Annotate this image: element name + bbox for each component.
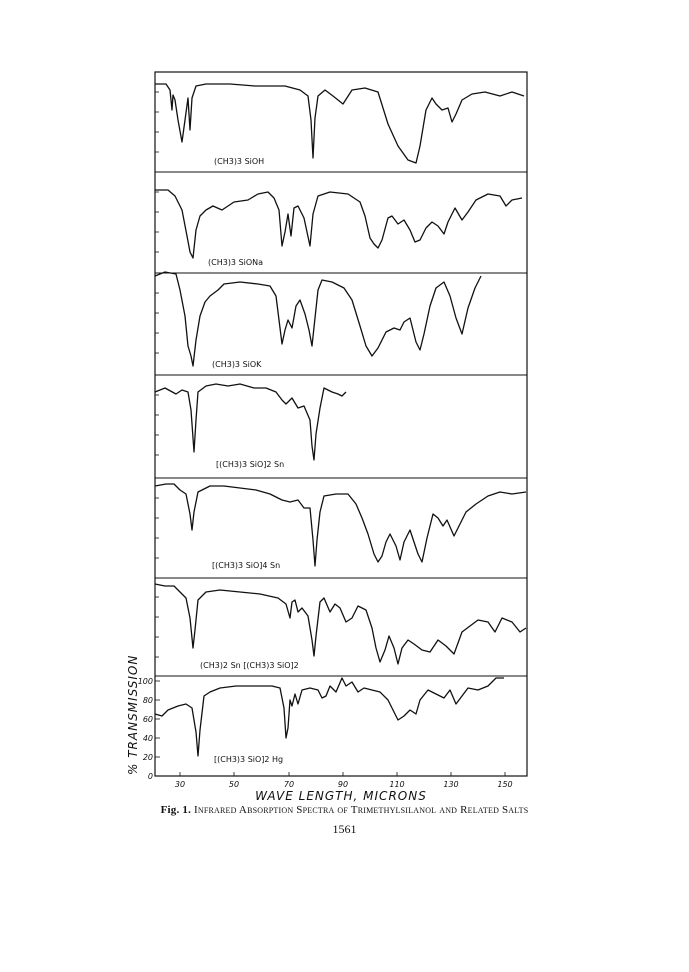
x-tick-label: 50 (229, 780, 239, 789)
x-tick-label: 70 (284, 780, 294, 789)
panel-left-ticks (155, 91, 159, 658)
figure-frame (154, 71, 528, 777)
panel-label: [(CH3)3 SiO]2 Sn (216, 460, 284, 469)
y-axis-title: % TRANSMISSION (126, 655, 140, 775)
x-tick-label: 150 (497, 780, 512, 789)
spectrum-trace-3 (154, 271, 482, 367)
spectrum-trace-5 (154, 483, 527, 567)
panel-label: (CH3)3 SiONa (208, 258, 263, 267)
y-tick-label: 60 (143, 715, 153, 724)
figure-caption-text: Infrared Absorption Spectra of Trimethyl… (193, 804, 529, 816)
panel-label: [(CH3)3 SiO]2 Hg (214, 755, 283, 764)
y-tick-label: 20 (143, 753, 153, 762)
x-tick-label: 130 (443, 780, 458, 789)
y-tick-label: 100 (138, 677, 153, 686)
spectrum-trace-2 (155, 189, 523, 259)
x-axis-ticks (179, 772, 506, 776)
figure-number: Fig. 1. (160, 804, 192, 816)
spectra-curves (154, 83, 527, 757)
panel-label: (CH3)3 SiOH (214, 157, 264, 166)
spectrum-trace-1 (155, 83, 525, 164)
spectrum-trace-6 (154, 583, 527, 665)
panel-label: [(CH3)3 SiO]4 Sn (212, 561, 280, 570)
y-tick-label: 40 (143, 734, 153, 743)
x-axis-title: WAVE LENGTH, MICRONS (255, 789, 427, 803)
y-tick-label: 0 (148, 772, 153, 781)
panel-label: (CH3)2 Sn [(CH3)3 SiO]2 (200, 661, 299, 670)
spectrum-trace-7 (154, 677, 504, 757)
x-tick-label: 90 (338, 780, 348, 789)
x-tick-label: 110 (389, 780, 404, 789)
figure-caption: Fig. 1. Infrared Absorption Spectra of T… (0, 804, 689, 816)
page-number: 1561 (332, 822, 357, 836)
y-axis-ticks (155, 680, 160, 758)
x-tick-label: 30 (175, 780, 185, 789)
spectrum-trace-4 (154, 383, 347, 461)
panel-dividers (155, 171, 527, 677)
y-tick-label: 80 (143, 696, 153, 705)
panel-label: (CH3)3 SiOK (212, 360, 262, 369)
